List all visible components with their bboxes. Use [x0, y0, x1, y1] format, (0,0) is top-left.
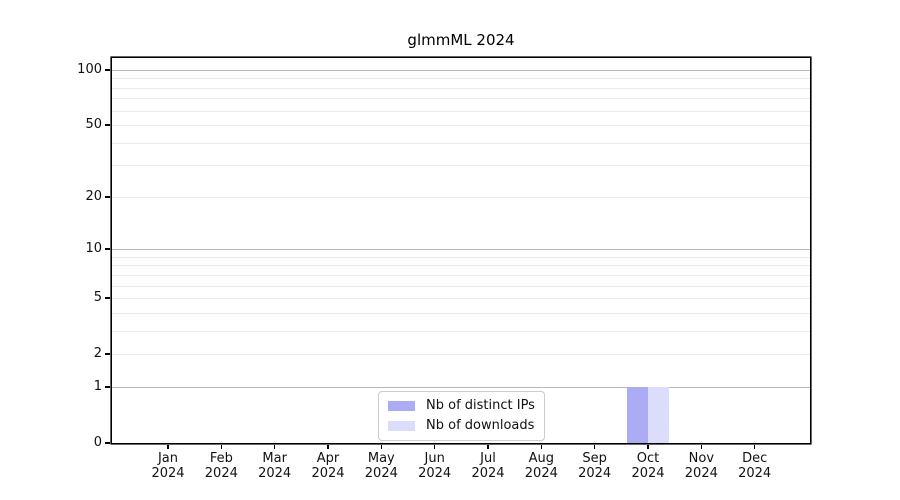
legend-swatch-distinct-ips — [388, 401, 415, 411]
y-tick-label-1: 1 — [93, 378, 102, 394]
bar-nb-of-downloads-oct-2024 — [647, 386, 670, 443]
gridline-minor-50 — [112, 125, 810, 127]
gridline-minor-80 — [112, 87, 810, 89]
y-tick-label-2: 2 — [93, 346, 102, 362]
x-tick-may-2024 — [380, 444, 383, 449]
legend-label-distinct-ips: Nb of distinct IPs — [426, 398, 535, 413]
legend: Nb of distinct IPs Nb of downloads — [378, 391, 545, 441]
x-tick-oct-2024 — [647, 444, 649, 449]
gridline-major-100 — [112, 69, 810, 71]
x-tick-nov-2024 — [700, 444, 703, 449]
x-tick-jul-2024 — [487, 444, 489, 449]
legend-label-downloads: Nb of downloads — [426, 418, 535, 433]
chart-title: glmmML 2024 — [407, 31, 515, 49]
legend-item-distinct-ips: Nb of distinct IPs — [388, 398, 535, 414]
x-tick-label-jun-2024: Jun 2024 — [418, 451, 452, 481]
x-tick-label-aug-2024: Aug 2024 — [524, 451, 558, 481]
y-tick-label-10: 10 — [85, 241, 102, 257]
gridline-minor-5 — [112, 298, 810, 300]
y-tick-2 — [105, 353, 111, 355]
gridline-major-10 — [112, 249, 810, 251]
y-tick-label-20: 20 — [85, 188, 102, 204]
gridline-minor-60 — [112, 110, 810, 112]
gridline-minor-20 — [112, 196, 810, 198]
x-tick-label-may-2024: May 2024 — [364, 451, 398, 481]
y-tick-label-5: 5 — [93, 290, 102, 306]
plot-area: Nb of distinct IPs Nb of downloads — [112, 58, 810, 443]
y-tick-20 — [105, 196, 111, 198]
legend-swatch-downloads — [388, 421, 415, 431]
x-tick-label-apr-2024: Apr 2024 — [311, 451, 345, 481]
x-tick-label-nov-2024: Nov 2024 — [684, 451, 718, 481]
gridline-major-1 — [112, 386, 810, 388]
gridline-minor-30 — [112, 165, 810, 167]
y-tick-1 — [105, 386, 111, 388]
x-tick-apr-2024 — [327, 444, 329, 449]
y-tick-10 — [105, 248, 111, 250]
y-tick-label-100: 100 — [77, 61, 102, 77]
gridline-minor-40 — [112, 142, 810, 144]
x-tick-sep-2024 — [593, 444, 596, 449]
x-tick-jun-2024 — [433, 444, 436, 449]
gridline-minor-90 — [112, 78, 810, 80]
y-tick-50 — [105, 124, 111, 126]
legend-item-downloads: Nb of downloads — [388, 418, 535, 434]
gridline-minor-3 — [112, 330, 810, 332]
x-tick-label-feb-2024: Feb 2024 — [204, 451, 238, 481]
gridline-minor-2 — [112, 354, 810, 356]
y-tick-100 — [105, 69, 111, 71]
y-tick-label-50: 50 — [85, 117, 102, 133]
x-tick-dec-2024 — [753, 444, 756, 449]
gridline-minor-6 — [112, 285, 810, 287]
x-tick-label-mar-2024: Mar 2024 — [258, 451, 292, 481]
gridline-minor-7 — [112, 274, 810, 276]
bar-nb-of-distinct-ips-oct-2024 — [626, 386, 648, 443]
gridline-minor-70 — [112, 98, 810, 100]
x-tick-label-jul-2024: Jul 2024 — [471, 451, 505, 481]
x-tick-label-jan-2024: Jan 2024 — [151, 451, 185, 481]
x-tick-label-oct-2024: Oct 2024 — [631, 451, 665, 481]
x-tick-label-sep-2024: Sep 2024 — [578, 451, 612, 481]
y-tick-0 — [105, 442, 111, 444]
x-tick-aug-2024 — [540, 444, 543, 449]
y-tick-label-0: 0 — [93, 435, 102, 450]
plot-canvas — [112, 58, 810, 443]
gridline-minor-4 — [112, 312, 810, 314]
gridline-minor-9 — [112, 256, 810, 258]
x-tick-mar-2024 — [273, 444, 276, 449]
x-tick-label-dec-2024: Dec 2024 — [738, 451, 772, 481]
x-tick-jan-2024 — [167, 444, 169, 449]
y-tick-5 — [105, 297, 111, 299]
gridline-minor-8 — [112, 265, 810, 267]
x-tick-feb-2024 — [220, 444, 223, 449]
